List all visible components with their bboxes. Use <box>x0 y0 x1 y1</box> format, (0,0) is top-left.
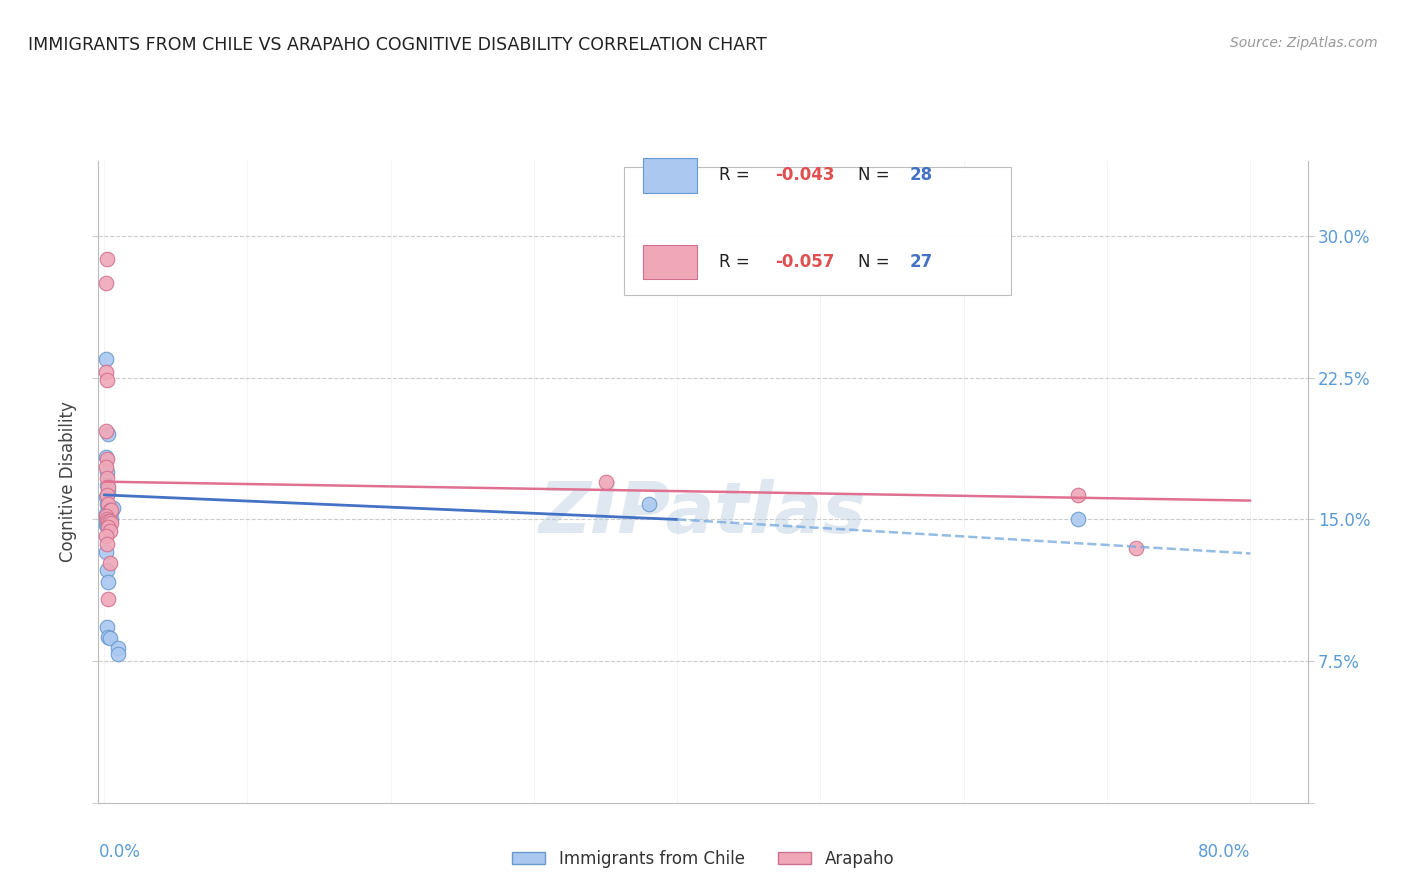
Point <box>96 620 118 634</box>
Point <box>97 514 120 528</box>
Text: 28: 28 <box>910 166 934 185</box>
Text: IMMIGRANTS FROM CHILE VS ARAPAHO COGNITIVE DISABILITY CORRELATION CHART: IMMIGRANTS FROM CHILE VS ARAPAHO COGNITI… <box>28 36 766 54</box>
Point <box>96 452 118 467</box>
Point <box>96 497 118 511</box>
Point <box>97 480 120 494</box>
Point <box>97 427 120 442</box>
Point <box>1067 512 1090 526</box>
Point <box>100 505 122 519</box>
Point <box>96 512 118 526</box>
Point <box>94 518 117 533</box>
Point <box>96 512 118 526</box>
Point <box>100 512 122 526</box>
Text: 80.0%: 80.0% <box>1198 843 1250 861</box>
Point <box>98 632 121 646</box>
Y-axis label: Cognitive Disability: Cognitive Disability <box>59 401 77 562</box>
Point <box>1067 488 1090 502</box>
Point <box>96 373 118 387</box>
Text: 0.0%: 0.0% <box>98 843 141 861</box>
Point <box>97 520 120 534</box>
Point <box>107 640 129 655</box>
Point <box>637 497 659 511</box>
Point <box>96 252 118 266</box>
Point <box>94 459 117 474</box>
Point <box>96 564 118 578</box>
Point <box>94 277 117 291</box>
Point <box>96 488 118 502</box>
Point <box>96 465 118 479</box>
Point <box>94 424 117 438</box>
Point <box>96 518 118 533</box>
Point <box>96 537 118 551</box>
Text: Source: ZipAtlas.com: Source: ZipAtlas.com <box>1230 36 1378 50</box>
Point <box>98 556 121 570</box>
Point <box>96 471 118 485</box>
Point <box>595 475 617 489</box>
Point <box>101 501 124 516</box>
Point <box>97 520 120 534</box>
Point <box>97 630 120 644</box>
Point <box>98 503 121 517</box>
Point <box>100 503 122 517</box>
Point <box>94 508 117 523</box>
Text: N =: N = <box>858 253 894 271</box>
Point <box>94 507 117 521</box>
Point <box>94 544 117 558</box>
Point <box>96 478 118 492</box>
Text: ZIPatlas: ZIPatlas <box>540 479 866 549</box>
Point <box>97 484 120 499</box>
Point <box>94 365 117 379</box>
Text: -0.043: -0.043 <box>776 166 835 185</box>
Point <box>94 450 117 464</box>
Point <box>97 514 120 528</box>
Point <box>97 591 120 606</box>
Text: 27: 27 <box>910 253 934 271</box>
Point <box>98 514 121 528</box>
Point <box>98 524 121 538</box>
Point <box>94 490 117 504</box>
Point <box>107 647 129 661</box>
Legend: Immigrants from Chile, Arapaho: Immigrants from Chile, Arapaho <box>505 844 901 875</box>
Point <box>1125 541 1147 555</box>
FancyBboxPatch shape <box>624 167 1011 295</box>
Text: R =: R = <box>718 253 755 271</box>
Point <box>94 512 117 526</box>
Text: N =: N = <box>858 166 894 185</box>
Point <box>97 501 120 516</box>
Point <box>100 516 122 531</box>
Point <box>98 514 121 528</box>
Text: -0.057: -0.057 <box>776 253 835 271</box>
FancyBboxPatch shape <box>643 158 697 193</box>
Point <box>94 351 117 366</box>
Point <box>97 574 120 589</box>
Point <box>97 497 120 511</box>
Point <box>94 529 117 543</box>
Text: R =: R = <box>718 166 755 185</box>
FancyBboxPatch shape <box>643 244 697 279</box>
